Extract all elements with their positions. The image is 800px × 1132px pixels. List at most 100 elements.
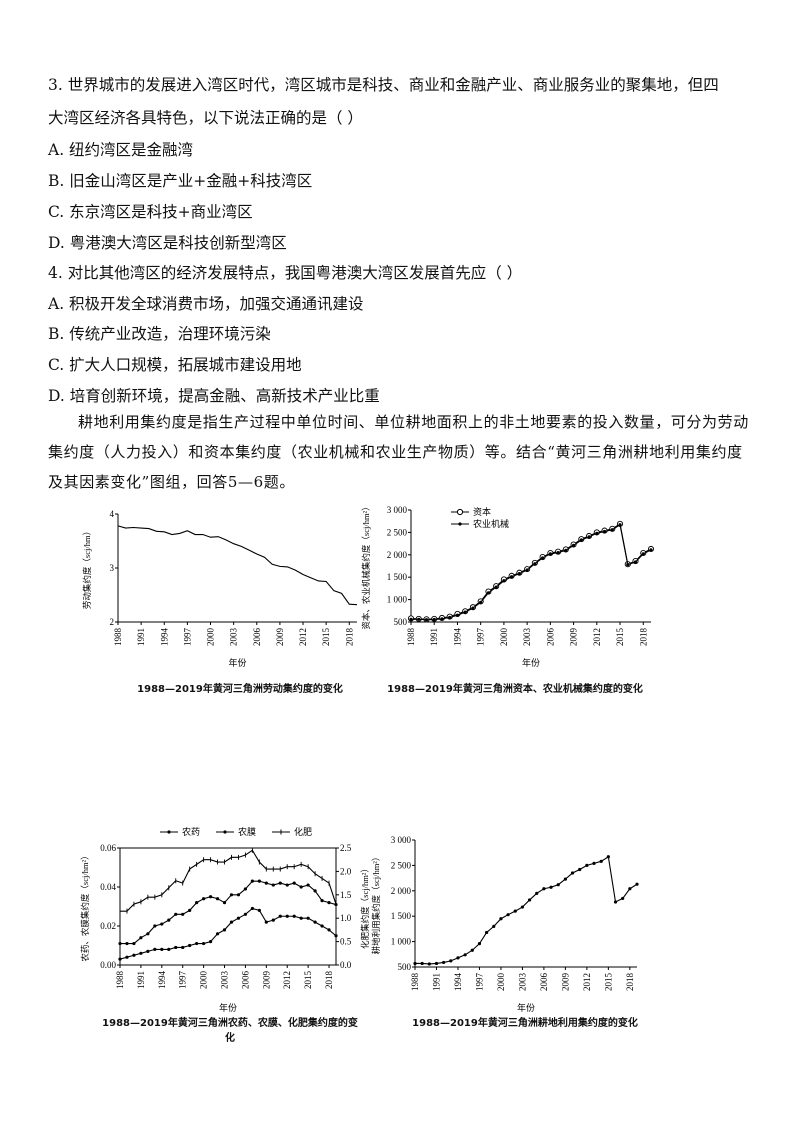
x-tick-label: 1988: [115, 971, 125, 990]
x-axis-label: 年份: [522, 657, 540, 668]
data-point: [548, 552, 552, 556]
x-tick-label: 2015: [615, 628, 625, 647]
data-point: [542, 887, 546, 891]
data-point: [208, 940, 213, 944]
y-tick-label: 1 000: [391, 937, 412, 947]
data-point: [243, 887, 248, 891]
data-point: [563, 877, 567, 881]
data-point: [160, 922, 164, 926]
x-tick-label: 1988: [113, 628, 123, 647]
data-point: [570, 871, 575, 875]
data-point: [520, 905, 525, 909]
data-point: [153, 924, 157, 928]
q4-option-c: C. 扩大人口规模，拓展城市建设用地: [48, 356, 302, 374]
y-tick-label: 3: [110, 563, 115, 573]
data-point: [618, 523, 622, 527]
data-point: [306, 883, 310, 887]
data-point: [417, 617, 421, 621]
series-line-1: [411, 523, 652, 621]
legend-marker: [456, 508, 464, 516]
data-point: [125, 941, 129, 946]
labor-intensity-chart: 1988 1991 1994 1997 2000 2003 2006 2009 2012 2015…: [80, 500, 365, 670]
legend-label: 农业机械: [473, 518, 509, 529]
data-point: [167, 918, 171, 922]
x-tick-label: 2012: [592, 628, 602, 646]
data-point: [525, 568, 529, 572]
data-point: [139, 951, 143, 955]
data-point: [118, 957, 122, 961]
data-point: [455, 613, 460, 617]
data-point: [327, 901, 331, 905]
x-tick-label: 2006: [240, 971, 250, 990]
cultivated-land-intensity-chart: 1988 1991 1994 1997 2000 2003 2006 2009 2012 2015…: [365, 830, 655, 1015]
y-tick-label: 2 000: [391, 886, 412, 896]
data-point: [471, 606, 475, 610]
x-tick-label: 2000: [206, 628, 216, 647]
data-point: [202, 897, 206, 901]
data-point: [181, 912, 185, 916]
y2-tick-label: 1.5: [340, 890, 352, 900]
data-point: [479, 600, 483, 604]
x-tick-label: 1991: [136, 628, 146, 646]
data-point: [257, 908, 261, 912]
data-point: [432, 617, 436, 622]
x-tick-label: 2015: [303, 971, 313, 990]
data-point: [533, 562, 537, 566]
data-point: [517, 572, 521, 576]
data-point: [250, 879, 254, 883]
x-tick-label: 2003: [229, 628, 239, 647]
x-tick-label: 1988: [406, 628, 416, 647]
data-point: [442, 960, 446, 965]
data-point: [195, 941, 199, 946]
x-tick-label: 1994: [453, 973, 463, 992]
x-tick-label: 1997: [178, 971, 188, 990]
series-line-1: [120, 880, 337, 945]
data-point: [229, 920, 234, 924]
y2-tick-label: 2.0: [340, 866, 352, 876]
data-point: [470, 948, 474, 952]
x-tick-label: 1994: [157, 971, 167, 990]
data-point: [613, 900, 618, 904]
chart-caption-capital: 1988—2019年黄河三角洲资本、农业机械集约度的变化: [387, 684, 643, 695]
chart-caption-labor: 1988—2019年黄河三角洲劳动集约度的变化: [137, 684, 343, 695]
y2-tick-label: 2.5: [340, 843, 352, 853]
legend-marker: [458, 522, 462, 526]
data-point: [427, 962, 431, 966]
data-point: [448, 615, 452, 620]
data-point: [285, 883, 289, 887]
data-point: [153, 947, 157, 951]
data-point: [146, 949, 150, 953]
data-point: [278, 881, 282, 885]
x-tick-label: 2015: [603, 973, 613, 992]
y-tick-label: 1 000: [387, 595, 408, 605]
data-point: [299, 916, 303, 920]
data-point: [285, 914, 289, 918]
x-tick-label: 1988: [410, 973, 420, 992]
x-tick-label: 2012: [582, 973, 592, 991]
data-point: [118, 941, 122, 946]
y-tick-label: 2 500: [387, 527, 408, 537]
data-point: [541, 556, 545, 560]
y-tick-label: 1 500: [391, 911, 412, 921]
y-axis-label: 耕地利用集约度（scj/hm²）: [371, 853, 381, 955]
y-tick-label: 3 000: [387, 505, 408, 515]
data-point: [188, 943, 192, 948]
y-tick-label: 1 500: [387, 572, 408, 582]
data-point: [413, 961, 417, 966]
x-axis-label: 年份: [219, 1002, 237, 1013]
x-tick-label: 2006: [252, 628, 262, 647]
data-point: [132, 941, 136, 946]
series-line-0: [410, 522, 652, 620]
data-point: [160, 947, 164, 951]
legend-label: 资本: [473, 506, 491, 517]
x-tick-label: 1991: [136, 971, 146, 989]
x-tick-label: 2018: [324, 971, 334, 990]
data-point: [299, 885, 303, 889]
data-point: [215, 932, 220, 936]
x-tick-label: 2012: [298, 628, 308, 646]
x-tick-label: 1991: [429, 628, 439, 646]
q3-stem-line2: 大湾区经济各具特色，以下说法正确的是（ ）: [48, 109, 363, 127]
data-point: [610, 528, 614, 532]
data-point: [571, 543, 576, 547]
x-tick-label: 2018: [344, 628, 354, 647]
